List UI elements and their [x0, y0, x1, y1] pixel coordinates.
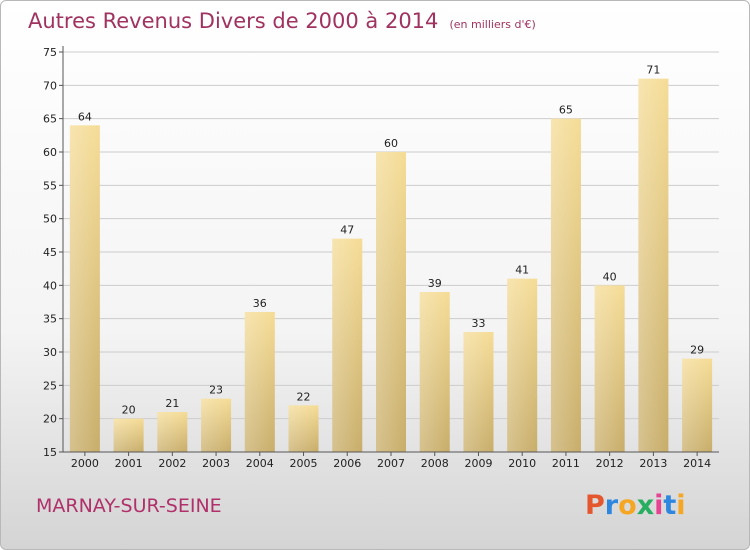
logo-letter: r: [604, 490, 619, 521]
x-tick-label: 2007: [377, 457, 405, 470]
bar-highlight: [507, 278, 538, 452]
y-tick-label: 35: [43, 313, 57, 326]
chart-title: Autres Revenus Divers de 2000 à 2014: [28, 9, 439, 33]
bar-highlight: [638, 78, 669, 453]
y-tick-label: 20: [43, 413, 57, 426]
logo-letter: P: [585, 490, 605, 521]
x-tick-label: 2005: [290, 457, 318, 470]
y-tick-label: 15: [43, 446, 57, 459]
bar-highlight: [376, 152, 406, 452]
bar-value-label: 23: [209, 384, 223, 397]
bar-value-label: 60: [384, 137, 398, 150]
y-tick-label: 55: [43, 179, 57, 192]
bar-value-label: 21: [165, 397, 179, 410]
bar-value-label: 40: [603, 270, 617, 283]
bar-value-label: 22: [297, 390, 311, 403]
x-tick-label: 2013: [639, 457, 667, 470]
y-tick-label: 50: [43, 213, 57, 226]
y-tick-label: 25: [43, 379, 57, 392]
bar-value-label: 65: [559, 104, 573, 117]
logo-letter: o: [618, 490, 637, 521]
bar-highlight: [682, 358, 713, 452]
bar-value-label: 29: [690, 344, 704, 357]
y-tick-label: 30: [43, 346, 57, 359]
y-tick-label: 65: [43, 113, 57, 126]
x-tick-label: 2006: [333, 457, 361, 470]
bar-value-label: 20: [122, 404, 136, 417]
bar-highlight: [113, 418, 144, 452]
bar-value-label: 36: [253, 297, 267, 310]
x-tick-label: 2004: [246, 457, 274, 470]
x-tick-label: 2009: [464, 457, 492, 470]
bar-highlight: [594, 285, 625, 452]
bar-highlight: [244, 312, 275, 452]
x-tick-label: 2011: [552, 457, 580, 470]
x-tick-label: 2002: [158, 457, 186, 470]
x-tick-label: 2008: [421, 457, 449, 470]
bar-highlight: [69, 125, 100, 452]
y-tick-label: 75: [43, 46, 57, 59]
bar-highlight: [550, 118, 581, 453]
x-tick-label: 2001: [115, 457, 143, 470]
x-tick-label: 2014: [683, 457, 711, 470]
logo-letter: x: [636, 490, 655, 521]
x-tick-label: 2003: [202, 457, 230, 470]
y-tick-label: 45: [43, 246, 57, 259]
bar-value-label: 64: [78, 110, 92, 123]
logo-letter: i: [676, 490, 686, 521]
chart-title-block: Autres Revenus Divers de 2000 à 2014 (en…: [28, 9, 536, 33]
bar-highlight: [419, 292, 450, 452]
axis-layer: 15 20 25 30 35 40 45 50 55 60 65 70 75 2000 2001 2002 20…: [43, 46, 719, 470]
y-tick-label: 60: [43, 146, 57, 159]
y-tick-label: 70: [43, 79, 57, 92]
chart-subtitle: (en milliers d'€): [449, 18, 536, 31]
bar-value-label: 39: [428, 277, 442, 290]
x-tick-label: 2010: [508, 457, 536, 470]
city-name: MARNAY-SUR-SEINE: [36, 495, 222, 517]
bar-highlight: [332, 238, 363, 452]
bar-highlight: [201, 398, 232, 452]
proxiti-logo: Proxiti: [585, 490, 686, 521]
y-tick-label: 40: [43, 279, 57, 292]
bar-highlight: [463, 332, 494, 452]
bar-highlight: [157, 412, 188, 452]
logo-letter: i: [654, 490, 664, 521]
bar-highlight: [288, 405, 319, 452]
x-tick-label: 2000: [71, 457, 99, 470]
bar-value-label: 41: [515, 264, 529, 277]
bar-value-label: 71: [646, 64, 660, 77]
logo-letter: t: [663, 490, 677, 521]
bars-layer: 64 20 21 23 36 22 47 60 39 33 41 65 40 71 29: [69, 64, 713, 453]
bar-value-label: 47: [340, 224, 354, 237]
x-tick-label: 2012: [596, 457, 624, 470]
bar-value-label: 33: [471, 317, 485, 330]
